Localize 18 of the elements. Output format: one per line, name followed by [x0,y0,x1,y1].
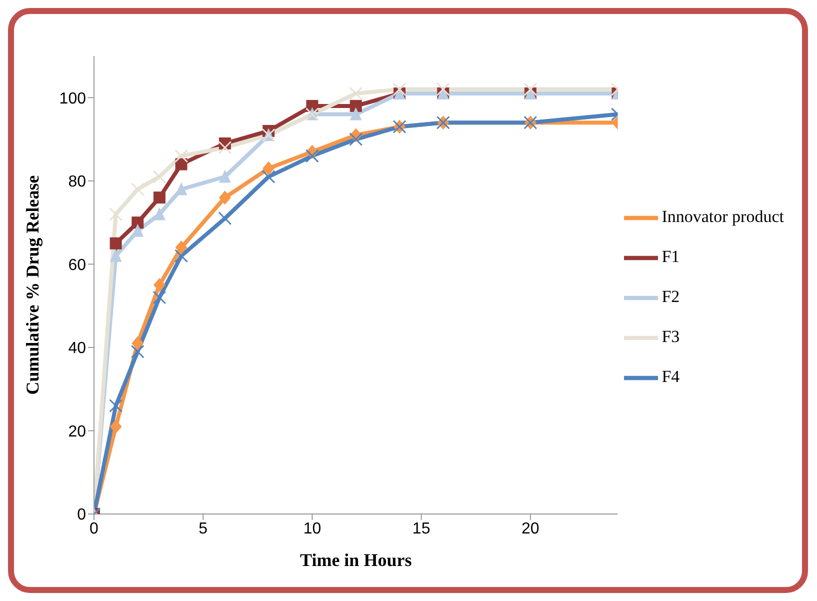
y-tick-label: 20 [68,423,86,440]
legend-label: F2 [662,286,680,306]
x-axis-title: Time in Hours [300,550,412,570]
x-tick-label: 20 [522,520,540,538]
y-tick-label: 40 [68,340,86,358]
legend-label: Innovator product [662,206,784,226]
y-tick-label: 0 [77,506,86,524]
legend-label: F1 [662,246,680,266]
y-tick-label: 80 [68,174,86,191]
x-tick-label: 15 [412,520,430,538]
x-tick-label: 0 [90,520,99,538]
x-tick-label: 5 [198,520,208,538]
y-axis-title: Cumulative % Drug Release [22,175,42,395]
y-tick-label: 60 [68,256,86,274]
legend-label: F3 [662,326,680,346]
y-tick-label: 100 [59,90,86,108]
legend-label: F4 [662,366,680,386]
x-tick-label: 10 [303,520,322,538]
